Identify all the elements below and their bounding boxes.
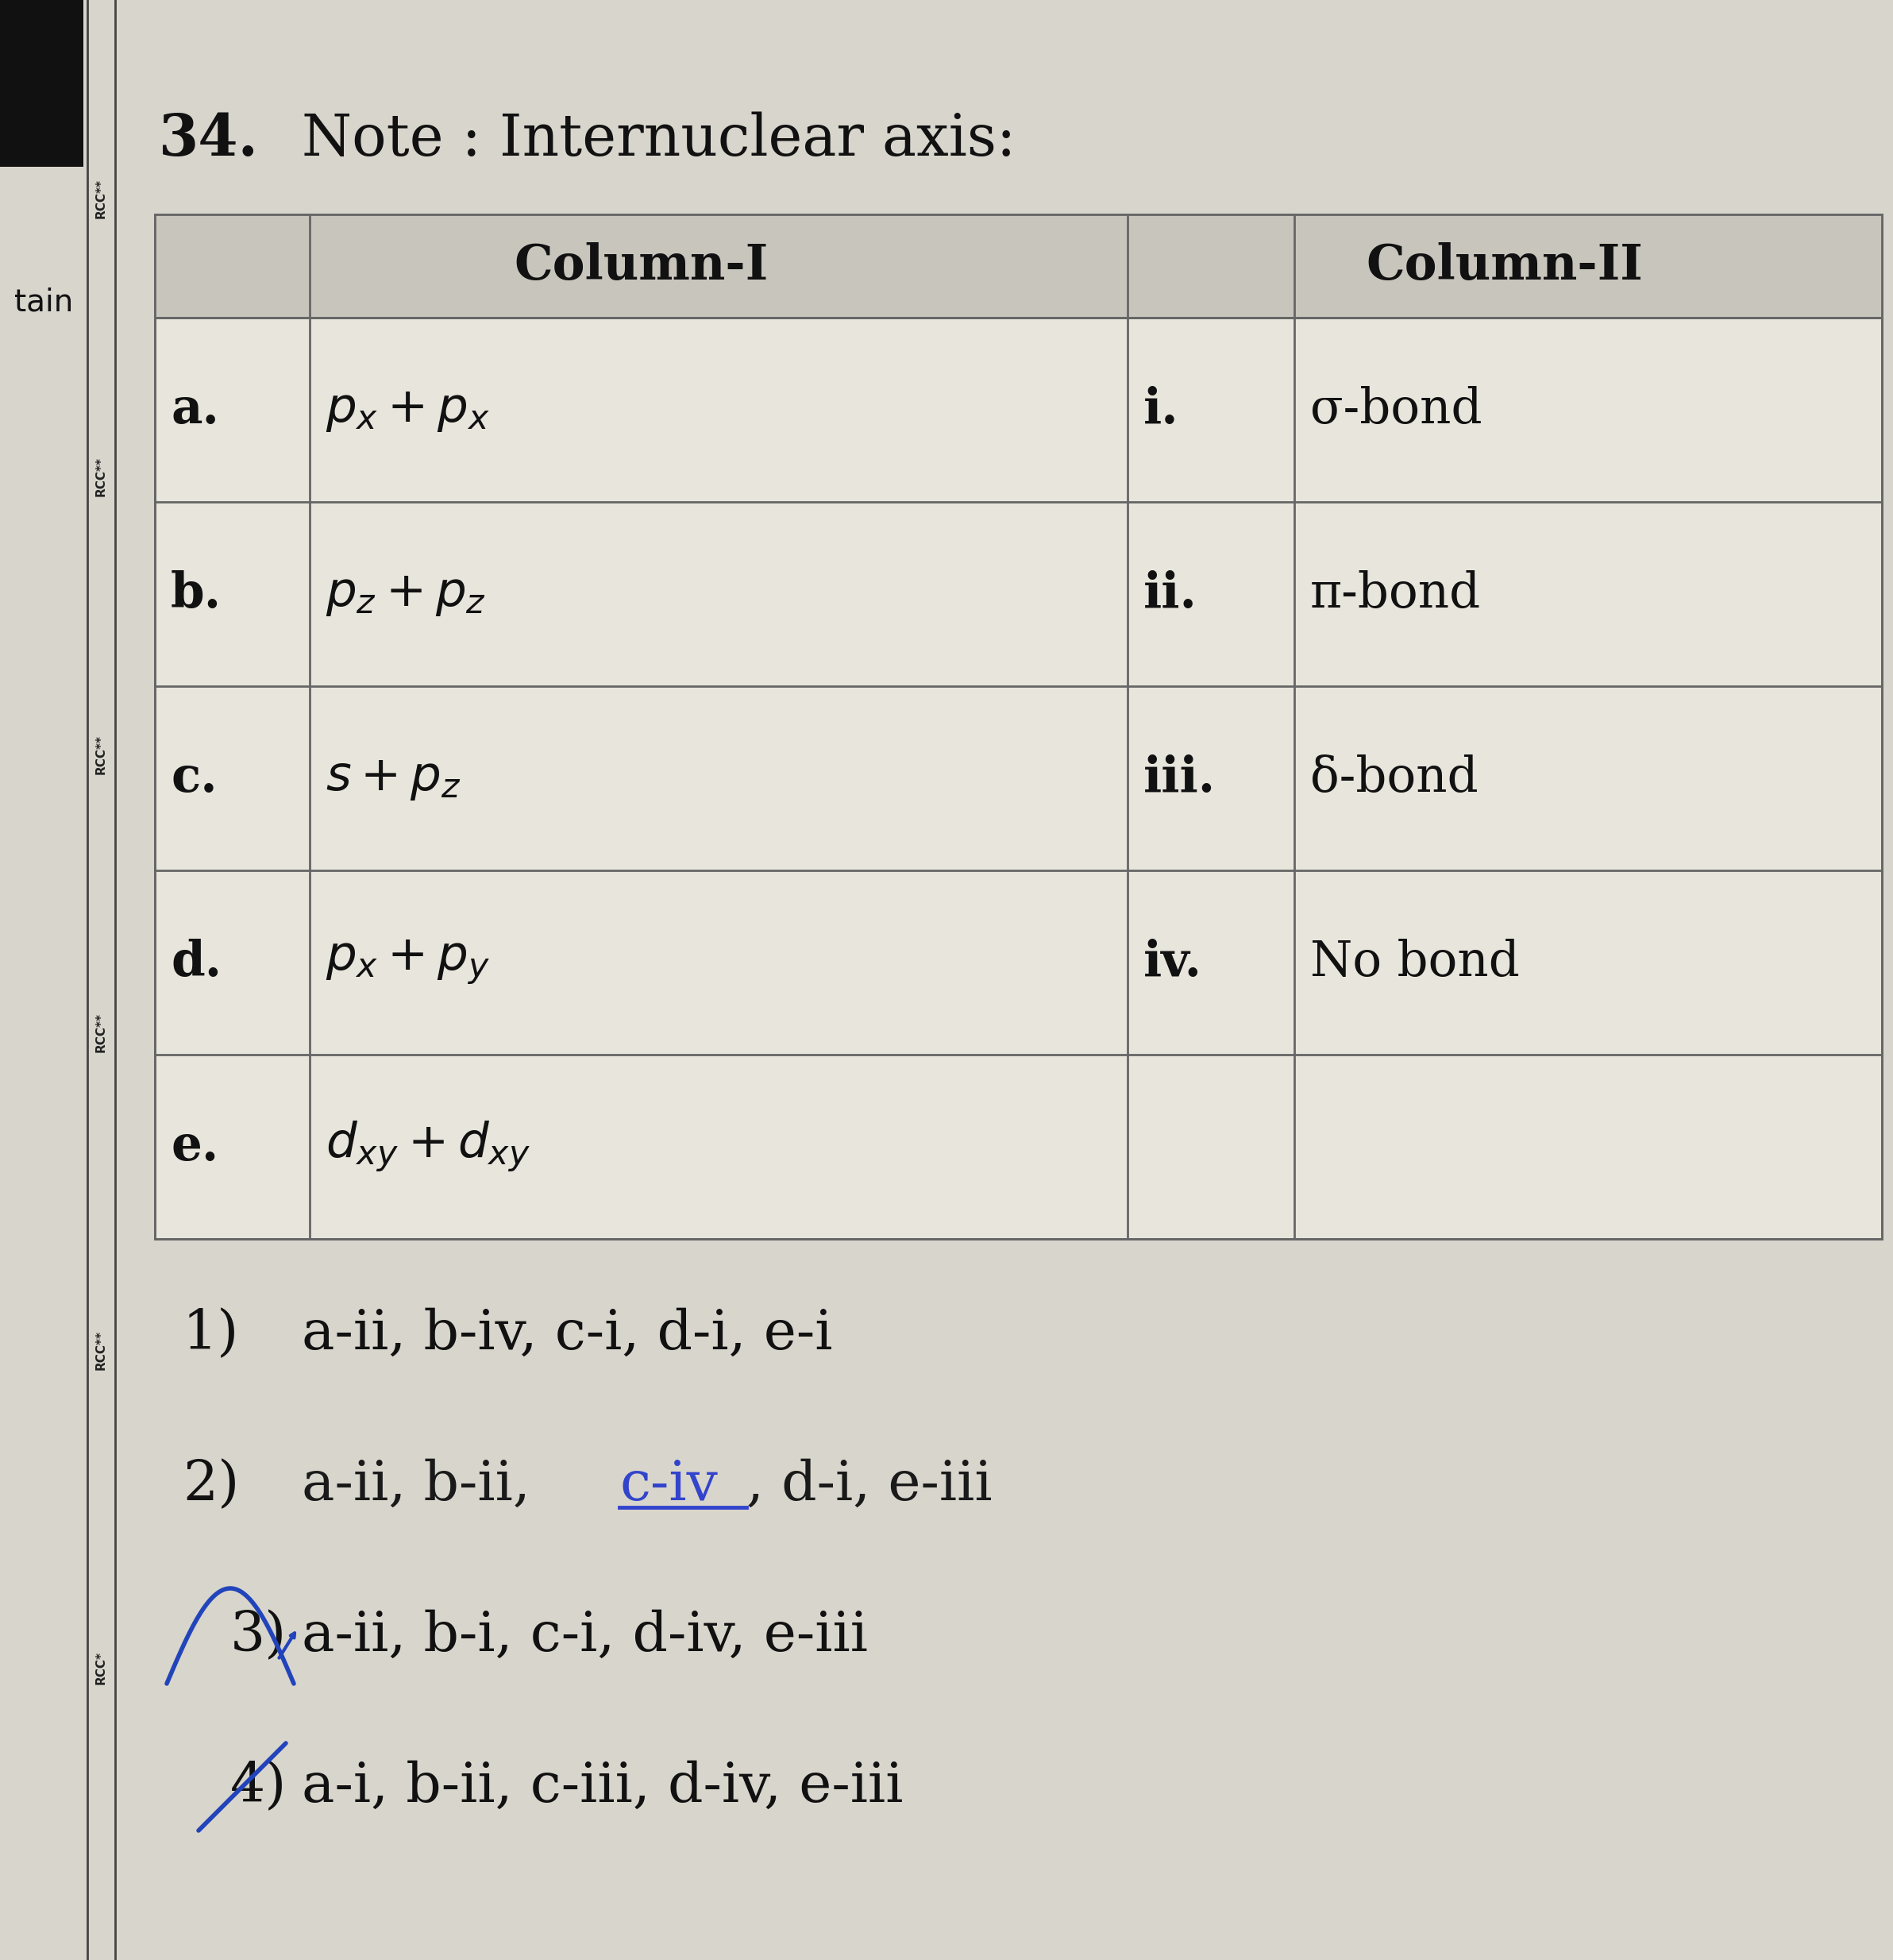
Text: b.: b. xyxy=(170,570,221,617)
Text: tain: tain xyxy=(13,286,74,318)
Text: $s + p_z$: $s + p_z$ xyxy=(326,755,462,802)
Text: Column-II: Column-II xyxy=(1367,243,1643,290)
Text: π-bond: π-bond xyxy=(1310,570,1480,617)
Text: 2): 2) xyxy=(182,1458,239,1511)
Bar xyxy=(0,0,83,167)
Text: iv.: iv. xyxy=(1143,939,1202,986)
Text: RCC**: RCC** xyxy=(95,735,108,774)
Text: d.: d. xyxy=(170,939,221,986)
Text: σ-bond: σ-bond xyxy=(1310,386,1482,433)
Text: c.: c. xyxy=(170,755,218,802)
Text: δ-bond: δ-bond xyxy=(1310,755,1478,802)
Text: RCC**: RCC** xyxy=(95,1013,108,1053)
Text: No bond: No bond xyxy=(1310,939,1520,986)
Text: , d-i, e-iii: , d-i, e-iii xyxy=(746,1458,992,1511)
Text: a-ii, b-ii,: a-ii, b-ii, xyxy=(301,1458,547,1511)
Text: 4): 4) xyxy=(231,1760,288,1813)
Text: a.: a. xyxy=(170,386,220,433)
Text: RCC*: RCC* xyxy=(95,1650,108,1684)
Text: $p_z + p_z$: $p_z + p_z$ xyxy=(326,570,487,617)
Text: Note : Internuclear axis:: Note : Internuclear axis: xyxy=(301,112,1017,167)
Text: c-iv: c-iv xyxy=(619,1458,717,1511)
Text: 3): 3) xyxy=(231,1609,288,1662)
Text: i.: i. xyxy=(1143,386,1179,433)
Text: RCC**: RCC** xyxy=(95,457,108,496)
Text: $p_x + p_x$: $p_x + p_x$ xyxy=(326,386,490,433)
Text: RCC**: RCC** xyxy=(95,1331,108,1370)
Bar xyxy=(155,214,1882,1239)
Text: a-i, b-ii, c-iii, d-iv, e-iii: a-i, b-ii, c-iii, d-iv, e-iii xyxy=(301,1760,903,1813)
Text: Column-I: Column-I xyxy=(515,243,769,290)
Text: $d_{xy} + d_{xy}$: $d_{xy} + d_{xy}$ xyxy=(326,1119,530,1174)
Text: 34.: 34. xyxy=(159,112,259,167)
Text: 1): 1) xyxy=(182,1307,239,1360)
Text: a-ii, b-i, c-i, d-iv, e-iii: a-ii, b-i, c-i, d-iv, e-iii xyxy=(301,1609,867,1662)
Text: ii.: ii. xyxy=(1143,570,1196,617)
Text: iii.: iii. xyxy=(1143,755,1215,802)
Text: e.: e. xyxy=(170,1123,218,1170)
Text: a-ii, b-iv, c-i, d-i, e-i: a-ii, b-iv, c-i, d-i, e-i xyxy=(301,1307,833,1360)
Text: $p_x + p_y$: $p_x + p_y$ xyxy=(326,939,490,986)
Text: RCC**: RCC** xyxy=(95,178,108,218)
Bar xyxy=(155,214,1882,318)
